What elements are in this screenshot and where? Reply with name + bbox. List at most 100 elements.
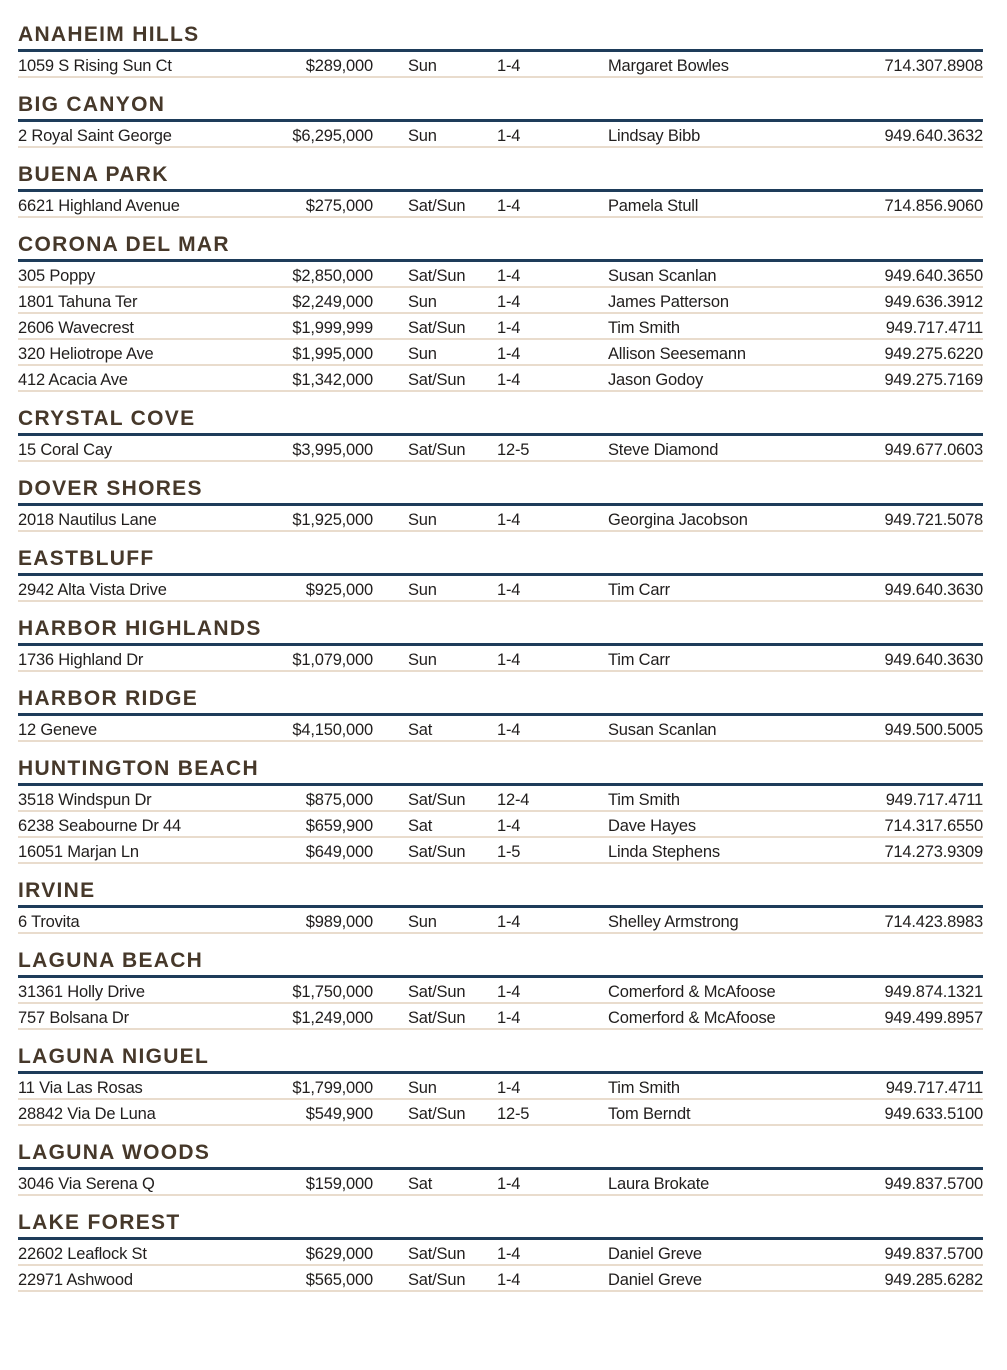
listing-time: 1-4	[497, 511, 521, 529]
listing-address: 2606 Wavecrest	[18, 319, 134, 337]
listing-time: 1-4	[497, 983, 521, 1001]
listing-time: 1-4	[497, 197, 521, 215]
listing-time: 1-4	[497, 913, 521, 931]
neighborhood-section: LAGUNA WOODS 3046 Via Serena Q $159,000 …	[18, 1142, 983, 1196]
listing-price: $4,150,000	[292, 721, 373, 739]
listing-days: Sat/Sun	[408, 791, 466, 809]
listing-price: $1,999,999	[292, 319, 373, 337]
listing-days: Sun	[408, 651, 437, 669]
listing-row: 1736 Highland Dr $1,079,000 Sun 1-4 Tim …	[18, 646, 983, 672]
listing-time: 1-4	[497, 651, 521, 669]
section-rows: 2018 Nautilus Lane $1,925,000 Sun 1-4 Ge…	[18, 506, 983, 532]
section-header: LAKE FOREST	[18, 1212, 983, 1240]
listing-days: Sat/Sun	[408, 1245, 466, 1263]
neighborhood-section: CRYSTAL COVE 15 Coral Cay $3,995,000 Sat…	[18, 408, 983, 462]
listing-price: $6,295,000	[292, 127, 373, 145]
listing-price: $2,249,000	[292, 293, 373, 311]
listing-time: 12-5	[497, 441, 530, 459]
listing-price: $659,900	[305, 817, 373, 835]
listing-phone: 949.874.1321	[884, 983, 983, 1001]
listing-phone: 714.423.8983	[884, 913, 983, 931]
listing-price: $875,000	[305, 791, 373, 809]
listing-row: 2018 Nautilus Lane $1,925,000 Sun 1-4 Ge…	[18, 506, 983, 532]
listing-row: 11 Via Las Rosas $1,799,000 Sun 1-4 Tim …	[18, 1074, 983, 1100]
listing-address: 11 Via Las Rosas	[18, 1079, 143, 1097]
listing-row: 22971 Ashwood $565,000 Sat/Sun 1-4 Danie…	[18, 1266, 983, 1292]
listing-address: 15 Coral Cay	[18, 441, 112, 459]
section-rows: 11 Via Las Rosas $1,799,000 Sun 1-4 Tim …	[18, 1074, 983, 1126]
listing-address: 2 Royal Saint George	[18, 127, 172, 145]
section-rows: 2 Royal Saint George $6,295,000 Sun 1-4 …	[18, 122, 983, 148]
listing-agent: Comerford & McAfoose	[608, 983, 776, 1001]
listing-address: 12 Geneve	[18, 721, 97, 739]
listing-row: 12 Geneve $4,150,000 Sat 1-4 Susan Scanl…	[18, 716, 983, 742]
listing-days: Sat	[408, 817, 433, 835]
listing-time: 12-5	[497, 1105, 530, 1123]
listing-address: 22602 Leaflock St	[18, 1245, 147, 1263]
section-header: HARBOR RIDGE	[18, 688, 983, 716]
listing-phone: 714.317.6550	[884, 817, 983, 835]
listing-agent: James Patterson	[608, 293, 729, 311]
section-header: BIG CANYON	[18, 94, 983, 122]
section-header: LAGUNA BEACH	[18, 950, 983, 978]
listing-agent: Tim Carr	[608, 581, 670, 599]
listing-agent: Margaret Bowles	[608, 57, 729, 75]
listing-address: 2942 Alta Vista Drive	[18, 581, 167, 599]
listing-days: Sat/Sun	[408, 983, 466, 1001]
listing-phone: 714.307.8908	[884, 57, 983, 75]
listing-days: Sun	[408, 581, 437, 599]
listing-agent: Tim Smith	[608, 319, 680, 337]
section-rows: 6621 Highland Avenue $275,000 Sat/Sun 1-…	[18, 192, 983, 218]
listing-row: 28842 Via De Luna $549,900 Sat/Sun 12-5 …	[18, 1100, 983, 1126]
listing-address: 22971 Ashwood	[18, 1271, 133, 1289]
listing-price: $1,342,000	[292, 371, 373, 389]
listing-days: Sat/Sun	[408, 1271, 466, 1289]
listing-days: Sat/Sun	[408, 1105, 466, 1123]
listing-phone: 949.633.5100	[884, 1105, 983, 1123]
listing-row: 2942 Alta Vista Drive $925,000 Sun 1-4 T…	[18, 576, 983, 602]
neighborhood-section: CORONA DEL MAR 305 Poppy $2,850,000 Sat/…	[18, 234, 983, 392]
listing-days: Sun	[408, 913, 437, 931]
listing-time: 1-4	[497, 817, 521, 835]
listing-agent: Steve Diamond	[608, 441, 719, 459]
listing-row: 2606 Wavecrest $1,999,999 Sat/Sun 1-4 Ti…	[18, 314, 983, 340]
listing-phone: 949.717.4711	[885, 791, 984, 809]
listing-price: $2,850,000	[292, 267, 373, 285]
listing-time: 1-4	[497, 1245, 521, 1263]
listing-agent: Allison Seesemann	[608, 345, 746, 363]
listing-row: 320 Heliotrope Ave $1,995,000 Sun 1-4 Al…	[18, 340, 983, 366]
section-rows: 3046 Via Serena Q $159,000 Sat 1-4 Laura…	[18, 1170, 983, 1196]
listing-address: 412 Acacia Ave	[18, 371, 128, 389]
section-header: CORONA DEL MAR	[18, 234, 983, 262]
listing-phone: 949.640.3632	[884, 127, 983, 145]
listing-address: 1801 Tahuna Ter	[18, 293, 138, 311]
listing-row: 15 Coral Cay $3,995,000 Sat/Sun 12-5 Ste…	[18, 436, 983, 462]
listing-row: 3518 Windspun Dr $875,000 Sat/Sun 12-4 T…	[18, 786, 983, 812]
listing-phone: 949.275.6220	[884, 345, 983, 363]
section-header: IRVINE	[18, 880, 983, 908]
listing-row: 412 Acacia Ave $1,342,000 Sat/Sun 1-4 Ja…	[18, 366, 983, 392]
listing-phone: 949.499.8957	[884, 1009, 983, 1027]
listing-agent: Tim Smith	[608, 791, 680, 809]
listing-days: Sat/Sun	[408, 441, 466, 459]
listing-phone: 949.717.4711	[885, 319, 984, 337]
listing-days: Sun	[408, 127, 437, 145]
listing-days: Sat/Sun	[408, 371, 466, 389]
listing-address: 305 Poppy	[18, 267, 96, 285]
listing-phone: 949.721.5078	[884, 511, 983, 529]
listing-row: 6238 Seabourne Dr 44 $659,900 Sat 1-4 Da…	[18, 812, 983, 838]
section-rows: 2942 Alta Vista Drive $925,000 Sun 1-4 T…	[18, 576, 983, 602]
listing-time: 1-5	[497, 843, 521, 861]
listing-agent: Laura Brokate	[608, 1175, 710, 1193]
listing-agent: Linda Stephens	[608, 843, 720, 861]
listing-price: $1,249,000	[292, 1009, 373, 1027]
listing-time: 1-4	[497, 1175, 521, 1193]
listing-time: 1-4	[497, 267, 521, 285]
section-rows: 6 Trovita $989,000 Sun 1-4 Shelley Armst…	[18, 908, 983, 934]
neighborhood-section: LAKE FOREST 22602 Leaflock St $629,000 S…	[18, 1212, 983, 1292]
listing-phone: 714.856.9060	[884, 197, 983, 215]
listing-agent: Tim Smith	[608, 1079, 680, 1097]
listing-agent: Georgina Jacobson	[608, 511, 748, 529]
listing-phone: 949.717.4711	[885, 1079, 984, 1097]
neighborhood-section: HARBOR HIGHLANDS 1736 Highland Dr $1,079…	[18, 618, 983, 672]
